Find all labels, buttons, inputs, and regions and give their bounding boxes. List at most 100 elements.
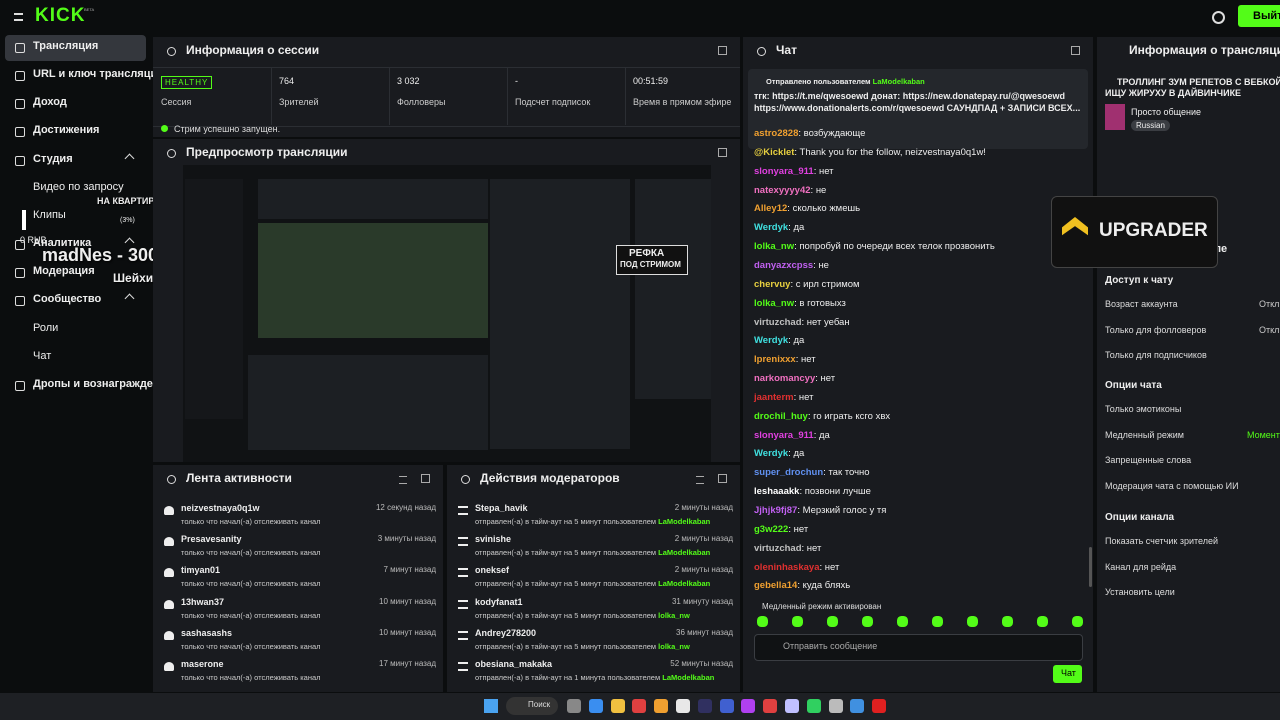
taskbar-app[interactable] bbox=[828, 699, 843, 713]
taskbar-app[interactable] bbox=[806, 699, 821, 713]
stat-label: Сессия bbox=[161, 97, 192, 107]
pinned-line: тгк: https://t.me/qwesoewd донат: https:… bbox=[754, 91, 1066, 101]
expand-icon[interactable] bbox=[718, 148, 727, 157]
send-label[interactable]: Чат bbox=[1061, 668, 1076, 678]
filter-icon[interactable] bbox=[696, 476, 704, 484]
search-label[interactable]: Поиск bbox=[528, 700, 551, 709]
chat-text: да bbox=[793, 335, 805, 347]
emote[interactable] bbox=[862, 616, 873, 627]
setting-label[interactable]: Показать счетчик зрителей bbox=[1105, 536, 1219, 546]
feed-mod: lolka_nw bbox=[658, 610, 690, 620]
nav-item[interactable]: URL и ключ трансляции bbox=[33, 68, 165, 80]
nav-item[interactable]: Достижения bbox=[33, 124, 100, 136]
hourglass-icon bbox=[458, 568, 468, 578]
filter-icon[interactable] bbox=[399, 476, 407, 484]
nav-item[interactable]: Чат bbox=[33, 350, 52, 362]
emote[interactable] bbox=[967, 616, 978, 627]
taskbar-app[interactable] bbox=[763, 699, 778, 713]
chat-user: super_drochun bbox=[754, 467, 824, 479]
chat-placeholder[interactable]: Отправить сообщение bbox=[783, 641, 878, 651]
chat-input[interactable]: Отправить сообщение bbox=[754, 634, 1083, 661]
taskbar-app[interactable] bbox=[654, 699, 669, 713]
taskbar-app[interactable] bbox=[632, 699, 647, 713]
emote[interactable] bbox=[932, 616, 943, 627]
chat-user: virtuzchad bbox=[754, 316, 802, 328]
setting-value[interactable]: Моменть bbox=[1247, 429, 1280, 440]
search-box[interactable]: Поиск bbox=[506, 697, 558, 715]
chat-text: позвони лучше bbox=[804, 486, 871, 498]
nav-item[interactable]: Аналитика bbox=[33, 237, 92, 249]
emote[interactable] bbox=[1037, 616, 1048, 627]
hourglass-icon bbox=[458, 599, 468, 609]
menu-icon[interactable] bbox=[14, 13, 23, 21]
taskbar-app[interactable] bbox=[676, 699, 690, 713]
chat-text: с ирл стримом bbox=[795, 278, 860, 290]
start-icon[interactable] bbox=[484, 699, 498, 713]
taskbar-app[interactable] bbox=[610, 699, 625, 713]
exit-button[interactable]: Выйти bbox=[1238, 5, 1280, 27]
expand-icon[interactable] bbox=[421, 474, 430, 483]
taskbar-app[interactable] bbox=[741, 699, 756, 713]
feed-mod: lolka_nw bbox=[658, 641, 690, 651]
setting-label[interactable]: Только эмотиконы bbox=[1105, 404, 1182, 414]
setting-label[interactable]: Только для фолловеров bbox=[1105, 324, 1207, 335]
emote[interactable] bbox=[897, 616, 908, 627]
feed-desc-text: отправлен(-а) в тайм-аут на 1 минута пол… bbox=[475, 673, 661, 682]
emote[interactable] bbox=[757, 616, 768, 627]
settings-icon[interactable] bbox=[1212, 11, 1225, 24]
emote[interactable] bbox=[827, 616, 838, 627]
setting-label[interactable]: Канал для рейда bbox=[1105, 561, 1177, 572]
setting-label[interactable]: Только для подписчиков bbox=[1105, 350, 1207, 360]
feed-mod: LaModelkaban bbox=[658, 548, 711, 558]
nav-item[interactable]: Трансляция bbox=[33, 40, 99, 52]
category-thumb bbox=[1105, 104, 1125, 130]
nav-item[interactable]: Доход bbox=[33, 96, 67, 108]
emote[interactable] bbox=[792, 616, 803, 627]
stat-label: Фолловеры bbox=[397, 97, 446, 107]
taskbar-app[interactable] bbox=[785, 699, 799, 713]
nav-item[interactable]: Дропы и вознаграждения bbox=[33, 378, 173, 390]
panel-title: Предпросмотр трансляции bbox=[186, 145, 348, 159]
nav-item[interactable]: Студия bbox=[33, 153, 73, 165]
setting-label[interactable]: Установить цели bbox=[1105, 587, 1175, 597]
emote[interactable] bbox=[1072, 616, 1083, 627]
exit-label[interactable]: Выйти bbox=[1253, 10, 1280, 22]
nav-item[interactable]: Клипы bbox=[33, 209, 66, 221]
nav-icon bbox=[15, 268, 25, 278]
chat-text: не bbox=[818, 259, 829, 271]
feed-time: 2 минуты назад bbox=[674, 565, 733, 575]
stream-title: ИЩУ ЖИРУХУ В ДАЙВИНЧИКЕ bbox=[1105, 88, 1242, 98]
feed-name: timyan01 bbox=[181, 565, 221, 576]
pinned-by: Отправлено пользователем LaModelkaban bbox=[766, 77, 925, 86]
taskbar-app[interactable] bbox=[588, 699, 603, 713]
chat-user: oleninhaskaya bbox=[754, 561, 820, 573]
send-button[interactable]: Чат bbox=[1053, 665, 1082, 683]
nav-item[interactable]: Роли bbox=[33, 322, 59, 334]
setting-value[interactable]: Откл bbox=[1259, 299, 1280, 309]
chat-message: leshaaakk: позвони лучше bbox=[754, 486, 871, 498]
ref-text: ПОД СТРИМОМ bbox=[620, 260, 681, 269]
nav-item[interactable]: Видео по запросу bbox=[33, 181, 124, 193]
setting-label[interactable]: Модерация чата с помощью ИИ bbox=[1105, 480, 1239, 491]
chat-user: narkomancyy bbox=[754, 373, 816, 385]
setting-value[interactable]: Откл bbox=[1259, 324, 1280, 335]
taskbar-app[interactable] bbox=[872, 699, 887, 713]
taskbar-app[interactable] bbox=[719, 699, 734, 713]
setting-label[interactable]: Медленный режим bbox=[1105, 429, 1184, 440]
nav-item[interactable]: Сообщество bbox=[33, 293, 102, 305]
taskbar-app[interactable] bbox=[567, 699, 581, 713]
expand-icon[interactable] bbox=[1071, 46, 1080, 55]
emote[interactable] bbox=[1002, 616, 1013, 627]
setting-label[interactable]: Возраст аккаунта bbox=[1105, 299, 1178, 309]
nav-icon bbox=[15, 240, 25, 250]
chat-message: g3w222: нет bbox=[754, 523, 809, 535]
taskbar-app[interactable] bbox=[697, 699, 712, 713]
stat-label: Время в прямом эфире bbox=[633, 97, 732, 107]
expand-icon[interactable] bbox=[718, 474, 727, 483]
setting-label[interactable]: Запрещенные слова bbox=[1105, 455, 1192, 465]
taskbar-app[interactable] bbox=[850, 699, 865, 713]
chat-text: нет bbox=[801, 354, 816, 366]
feed-desc: только что начал(-а) отслеживать канал bbox=[181, 579, 321, 589]
nav-item[interactable]: Модерация bbox=[33, 265, 95, 277]
expand-icon[interactable] bbox=[718, 46, 727, 55]
